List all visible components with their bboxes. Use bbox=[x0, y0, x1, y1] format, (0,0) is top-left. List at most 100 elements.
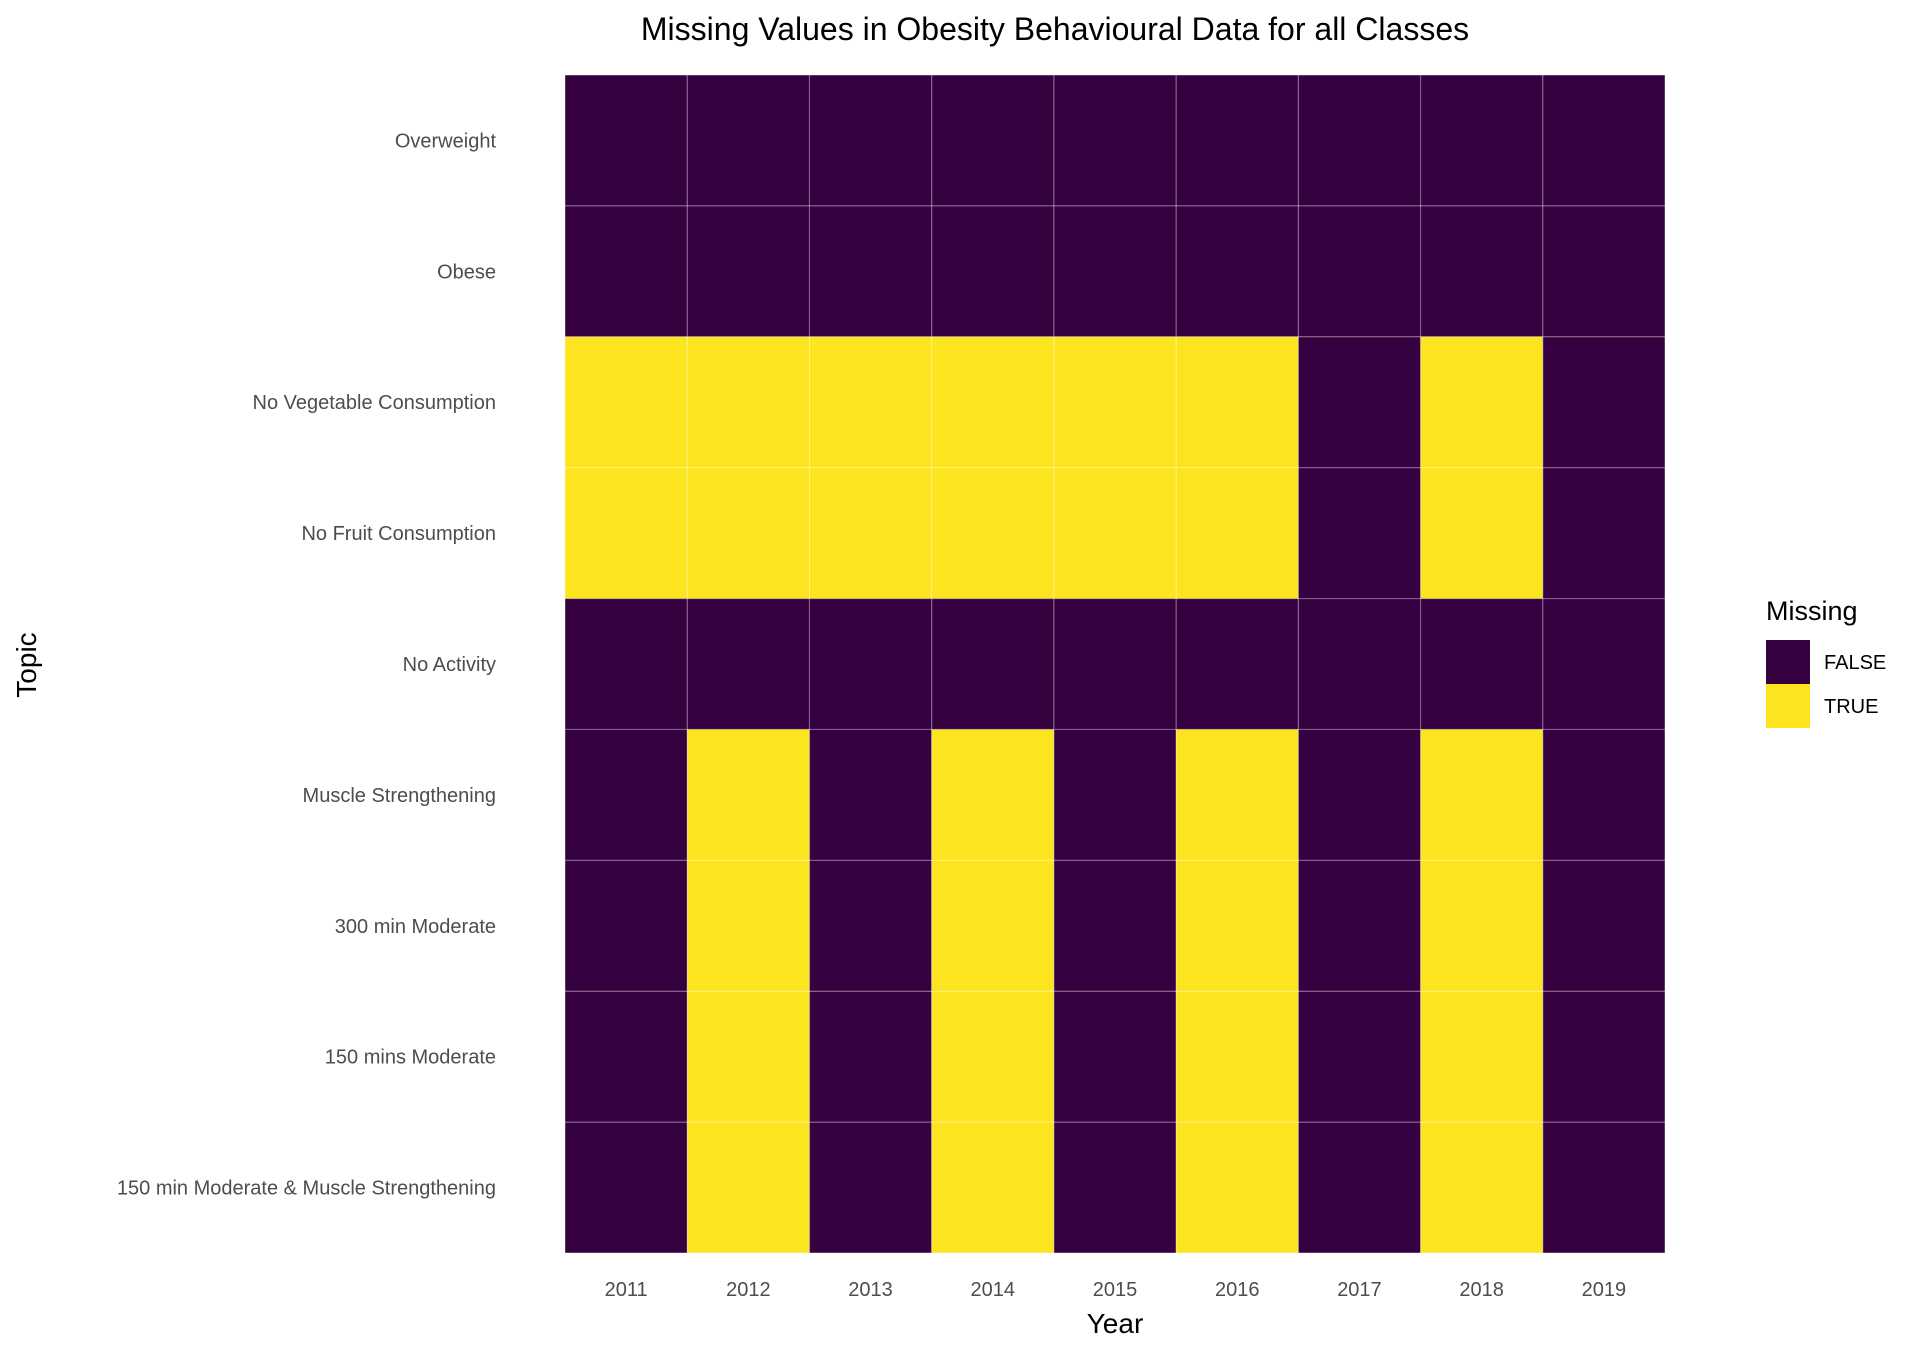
heatmap-cell bbox=[565, 336, 688, 468]
legend: Missing FALSE TRUE bbox=[1766, 596, 1886, 728]
heatmap-cell bbox=[565, 860, 688, 992]
heatmap-cell bbox=[565, 991, 688, 1123]
heatmap-cell bbox=[687, 205, 810, 337]
heatmap-cell bbox=[1420, 860, 1543, 992]
x-tick-label: 2011 bbox=[605, 1279, 648, 1301]
heatmap-cell bbox=[687, 467, 810, 599]
heatmap-cell bbox=[1298, 467, 1421, 599]
heatmap-cell bbox=[1053, 729, 1177, 861]
heatmap-cell bbox=[1542, 729, 1665, 861]
heatmap-cell bbox=[1420, 1122, 1543, 1253]
x-tick-label: 2016 bbox=[1215, 1279, 1260, 1301]
heatmap-cell bbox=[687, 598, 810, 730]
heatmap-cell bbox=[1053, 991, 1177, 1123]
heatmap-cell bbox=[1542, 860, 1665, 992]
heatmap-cell bbox=[1542, 1122, 1665, 1253]
heatmap-cell bbox=[687, 1122, 810, 1253]
heatmap-cell bbox=[809, 1122, 932, 1253]
heatmap-cell bbox=[1420, 991, 1543, 1123]
heatmap-cell bbox=[1053, 1122, 1177, 1253]
heatmap-cell bbox=[1298, 598, 1421, 730]
heatmap-cells bbox=[565, 75, 1665, 1253]
heatmap-cell bbox=[931, 75, 1054, 206]
heatmap-cell bbox=[1053, 467, 1177, 599]
heatmap-cell bbox=[809, 991, 932, 1123]
y-tick-label: Obese bbox=[437, 261, 496, 283]
heatmap-cell bbox=[1420, 467, 1543, 599]
x-axis-tick-labels: 2011 2012 2013 2014 2015 2016 2017 2018 2019 bbox=[605, 1279, 1627, 1301]
y-tick-label: No Fruit Consumption bbox=[301, 523, 496, 545]
heatmap-cell bbox=[1053, 336, 1177, 468]
heatmap-cell bbox=[1298, 860, 1421, 992]
heatmap-cell bbox=[809, 336, 932, 468]
heatmap-cell bbox=[687, 991, 810, 1123]
heatmap-cell bbox=[1420, 598, 1543, 730]
heatmap-cell bbox=[687, 729, 810, 861]
y-tick-label: 150 min Moderate & Muscle Strengthening bbox=[117, 1178, 496, 1200]
heatmap-cell bbox=[1542, 75, 1665, 206]
legend-label: FALSE bbox=[1824, 652, 1886, 674]
heatmap-cell bbox=[1176, 598, 1299, 730]
heatmap-cell bbox=[1298, 729, 1421, 861]
heatmap-cell bbox=[1542, 336, 1665, 468]
heatmap-cell bbox=[931, 467, 1054, 599]
heatmap-cell bbox=[931, 205, 1054, 337]
heatmap-cell bbox=[1420, 336, 1543, 468]
x-tick-label: 2019 bbox=[1582, 1279, 1627, 1301]
heatmap-cell bbox=[565, 75, 688, 206]
legend-swatch bbox=[1766, 684, 1810, 728]
legend-title: Missing bbox=[1766, 596, 1858, 626]
heatmap-cell bbox=[1298, 336, 1421, 468]
heatmap-cell bbox=[809, 598, 932, 730]
heatmap-cell bbox=[1176, 75, 1299, 206]
heatmap-cell bbox=[1176, 336, 1299, 468]
chart-title: Missing Values in Obesity Behavioural Da… bbox=[641, 11, 1469, 47]
heatmap-cell bbox=[1542, 467, 1665, 599]
heatmap-cell bbox=[687, 860, 810, 992]
heatmap-cell bbox=[809, 729, 932, 861]
heatmap-cell bbox=[565, 598, 688, 730]
y-axis-label: Topic bbox=[11, 632, 42, 697]
y-tick-label: Overweight bbox=[395, 130, 497, 152]
heatmap-cell bbox=[687, 75, 810, 206]
heatmap-cell bbox=[809, 467, 932, 599]
heatmap-cell bbox=[1176, 729, 1299, 861]
y-tick-label: Muscle Strengthening bbox=[303, 785, 496, 807]
grid-lines bbox=[564, 74, 1666, 1254]
heatmap-cell bbox=[1542, 598, 1665, 730]
heatmap-cell bbox=[1053, 205, 1177, 337]
heatmap-cell bbox=[1420, 205, 1543, 337]
heatmap-cell bbox=[1176, 860, 1299, 992]
heatmap-cell bbox=[809, 205, 932, 337]
heatmap-cell bbox=[1053, 598, 1177, 730]
heatmap-cell bbox=[809, 860, 932, 992]
heatmap-cell bbox=[1298, 75, 1421, 206]
heatmap-cell bbox=[1420, 75, 1543, 206]
legend-entries: FALSE TRUE bbox=[1766, 640, 1886, 728]
y-tick-label: 150 mins Moderate bbox=[325, 1047, 496, 1069]
heatmap-cell bbox=[809, 75, 932, 206]
heatmap-cell bbox=[1542, 205, 1665, 337]
heatmap-cell bbox=[1420, 729, 1543, 861]
heatmap-cell bbox=[1176, 205, 1299, 337]
y-axis-tick-labels: Overweight Obese No Vegetable Consumption N… bbox=[117, 130, 497, 1199]
heatmap-cell bbox=[565, 729, 688, 861]
heatmap-cell bbox=[1298, 991, 1421, 1123]
heatmap-cell bbox=[1176, 1122, 1299, 1253]
heatmap-cell bbox=[1176, 467, 1299, 599]
heatmap-cell bbox=[1053, 75, 1177, 206]
heatmap-cell bbox=[931, 1122, 1054, 1253]
x-tick-label: 2017 bbox=[1337, 1279, 1382, 1301]
heatmap-cell bbox=[1542, 991, 1665, 1123]
heatmap-cell bbox=[687, 336, 810, 468]
heatmap-cell bbox=[1298, 205, 1421, 337]
heatmap-cell bbox=[931, 860, 1054, 992]
x-tick-label: 2012 bbox=[726, 1279, 771, 1301]
x-tick-label: 2014 bbox=[971, 1279, 1016, 1301]
heatmap-cell bbox=[1053, 860, 1177, 992]
y-tick-label: 300 min Moderate bbox=[335, 916, 496, 938]
heatmap-cell bbox=[931, 991, 1054, 1123]
heatmap-cell bbox=[565, 467, 688, 599]
x-tick-label: 2015 bbox=[1093, 1279, 1138, 1301]
